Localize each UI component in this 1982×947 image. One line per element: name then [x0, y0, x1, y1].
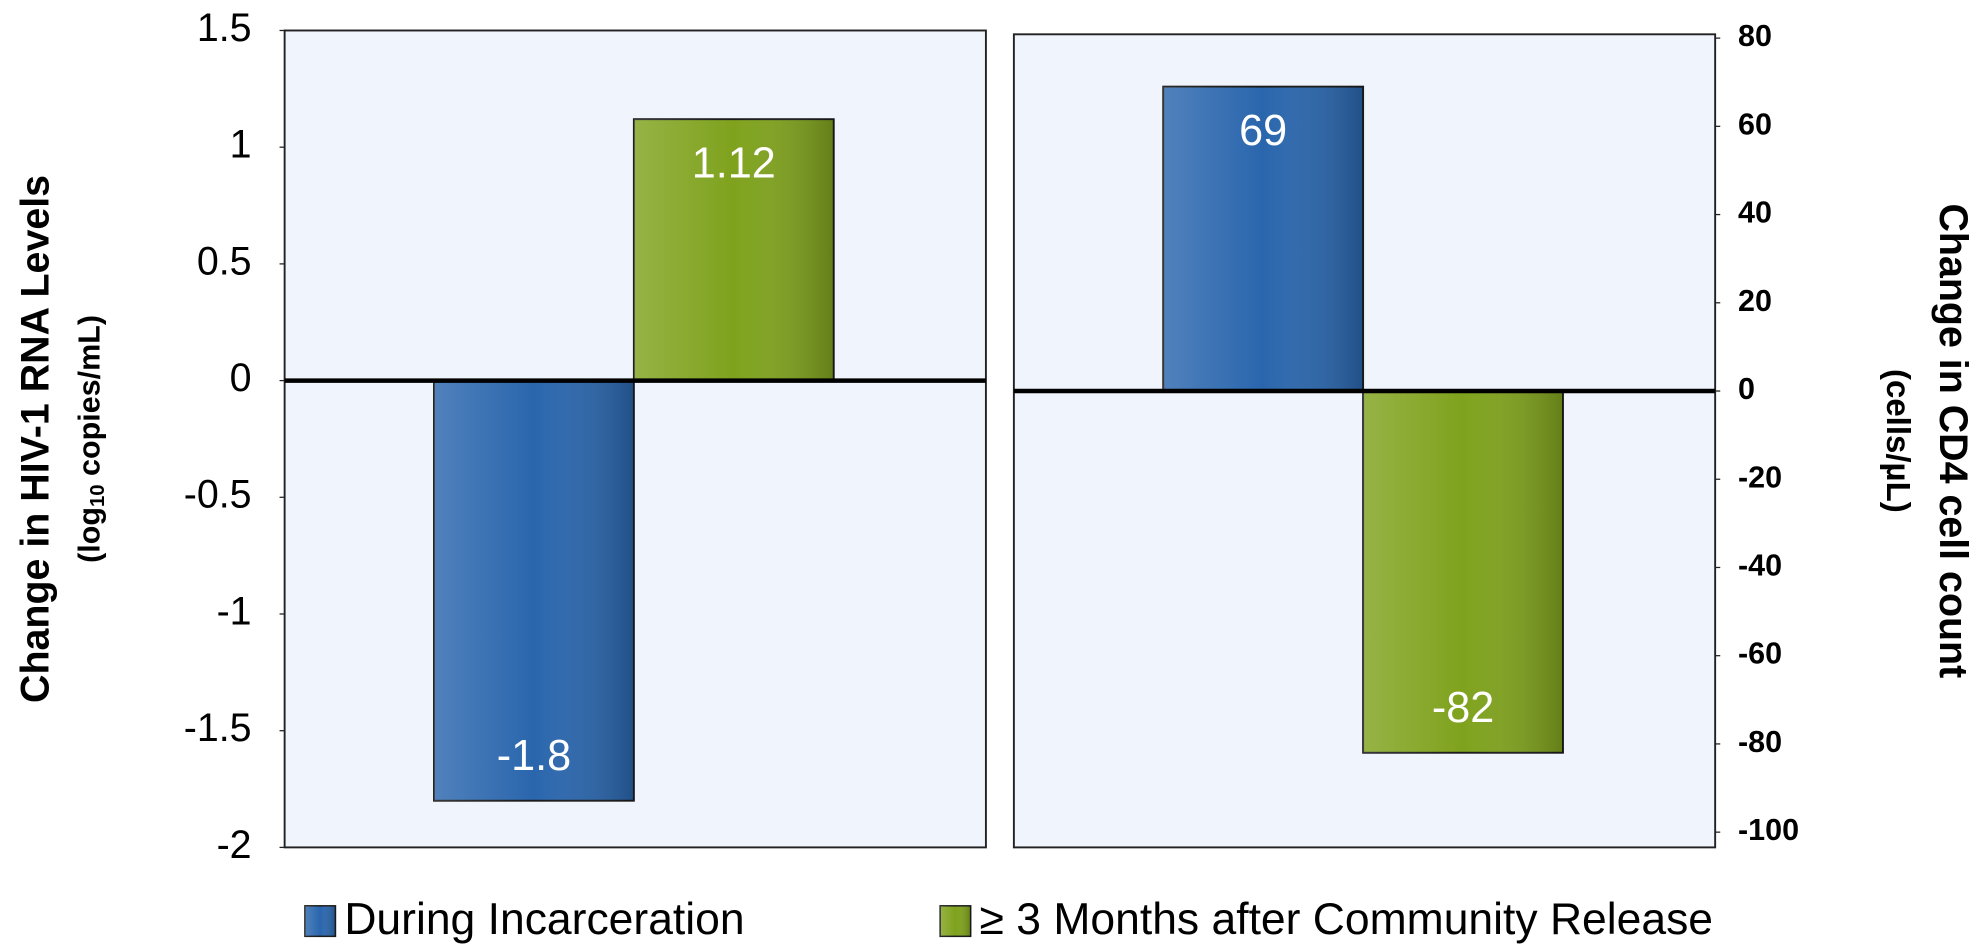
y-tick-label: -100 — [1738, 813, 1799, 847]
y-tick-label: 0 — [230, 356, 252, 400]
legend-swatch-shade — [304, 905, 336, 937]
bar-shade — [1363, 391, 1563, 753]
data-label: 1.12 — [692, 140, 776, 188]
data-label: -1.8 — [497, 732, 571, 780]
y-axis-title: Change in HIV-1 RNA Levels — [14, 175, 58, 703]
data-label: 69 — [1239, 107, 1287, 155]
y-tick-label: 60 — [1738, 107, 1772, 141]
y-axis-title: Change in CD4 cell count — [1931, 203, 1975, 678]
y-tick-label: -80 — [1738, 725, 1782, 759]
legend-label: ≥ 3 Months after Community Release — [980, 895, 1713, 944]
bar-shade — [434, 380, 634, 801]
legend-swatch-shade — [940, 905, 971, 937]
data-label: -82 — [1432, 684, 1494, 732]
bar-shade — [633, 119, 834, 381]
y-tick-label: -1.5 — [184, 706, 252, 750]
y-tick-label: 40 — [1738, 196, 1772, 230]
y-tick-label: 1 — [230, 123, 252, 167]
legend-label: During Incarceration — [344, 895, 744, 944]
y-tick-label: 1.5 — [197, 6, 252, 50]
y-tick-label: 0.5 — [197, 239, 252, 283]
bar-shade — [1163, 86, 1364, 392]
y-axis-units-part: 10 — [88, 484, 110, 507]
y-axis-units-part: copies/mL) — [73, 315, 107, 484]
y-tick-label: 20 — [1738, 284, 1772, 318]
y-axis-units-part: (log — [73, 507, 107, 563]
y-tick-label: -1 — [217, 589, 252, 633]
y-tick-label: 80 — [1738, 19, 1772, 53]
y-tick-label: -20 — [1738, 460, 1782, 494]
y-tick-label: 0 — [1738, 372, 1755, 406]
y-tick-label: -0.5 — [184, 473, 252, 517]
y-axis-units: (log10 copies/mL) — [73, 315, 110, 563]
y-axis-units: (cells/µL) — [1880, 369, 1917, 513]
y-tick-label: -60 — [1738, 637, 1782, 671]
y-tick-label: -40 — [1738, 549, 1782, 583]
y-tick-label: -2 — [217, 823, 252, 867]
